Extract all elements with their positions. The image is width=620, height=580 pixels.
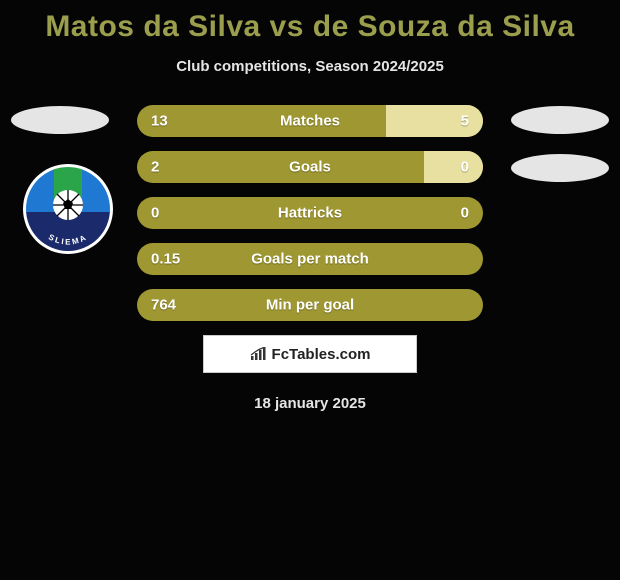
footer-date: 18 january 2025 bbox=[0, 395, 620, 412]
stat-value-right: 0 bbox=[461, 159, 469, 176]
player-right-pill-1 bbox=[510, 105, 610, 135]
stat-row-matches: 13Matches5 bbox=[137, 105, 483, 137]
player-left-pill bbox=[10, 105, 110, 135]
stat-value-right: 0 bbox=[461, 205, 469, 222]
stats-area: SLIEMA 13Matches52Goals00Hattricks00.15G… bbox=[0, 105, 620, 321]
player-right-pill-2 bbox=[510, 153, 610, 183]
stat-label: Hattricks bbox=[137, 205, 483, 222]
stat-label: Goals per match bbox=[137, 251, 483, 268]
stat-value-right: 5 bbox=[461, 113, 469, 130]
stat-row-goals: 2Goals0 bbox=[137, 151, 483, 183]
chart-icon bbox=[250, 347, 268, 361]
stat-label: Goals bbox=[137, 159, 483, 176]
club-badge-left: SLIEMA bbox=[22, 163, 114, 255]
stat-row-hattricks: 0Hattricks0 bbox=[137, 197, 483, 229]
page-title: Matos da Silva vs de Souza da Silva bbox=[0, 0, 620, 44]
stat-row-goals-per-match: 0.15Goals per match bbox=[137, 243, 483, 275]
brand-text: FcTables.com bbox=[272, 346, 371, 363]
subtitle: Club competitions, Season 2024/2025 bbox=[0, 58, 620, 75]
brand-box[interactable]: FcTables.com bbox=[203, 335, 417, 373]
stat-row-min-per-goal: 764Min per goal bbox=[137, 289, 483, 321]
stat-label: Min per goal bbox=[137, 297, 483, 314]
stat-label: Matches bbox=[137, 113, 483, 130]
